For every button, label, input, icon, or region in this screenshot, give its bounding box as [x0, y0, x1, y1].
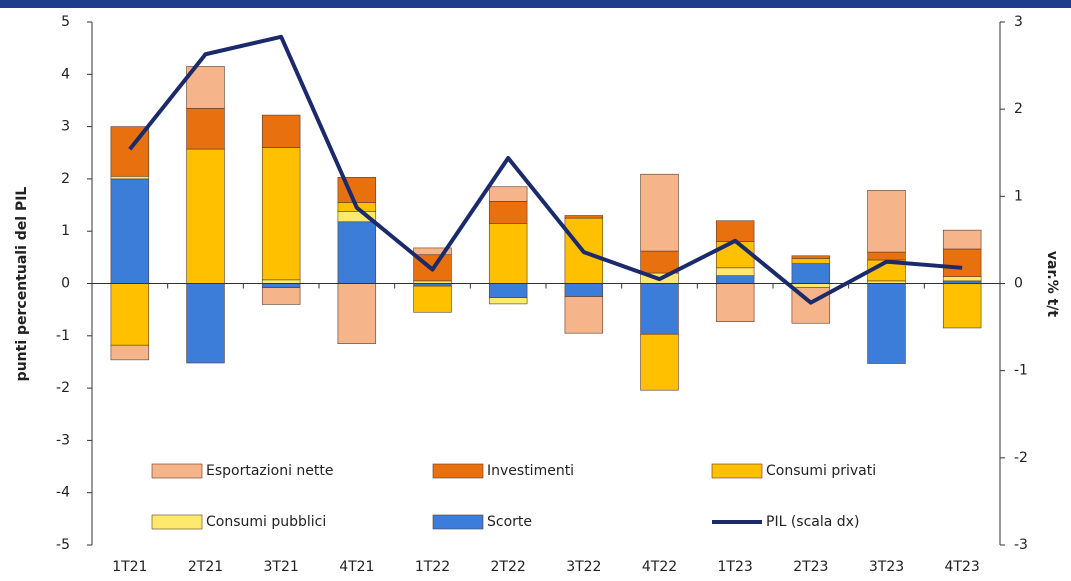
bar [791, 283, 831, 288]
bar [261, 147, 301, 281]
x-tick-label: 1T21 [112, 559, 147, 575]
y-tick-label: -1 [56, 328, 70, 344]
legend-label: Consumi privati [766, 463, 876, 479]
y-tick-label: -4 [56, 485, 70, 501]
bar [261, 279, 301, 284]
bar [488, 186, 528, 202]
bar [186, 66, 225, 109]
bar [488, 223, 528, 284]
y2-tick-label: 1 [1014, 188, 1023, 204]
bar [791, 263, 831, 284]
x-tick-label: 1T22 [415, 559, 450, 575]
legend-label: Esportazioni nette [206, 463, 334, 479]
header-band [0, 0, 1071, 8]
bar [715, 275, 755, 284]
x-tick-label: 3T23 [869, 559, 904, 575]
x-tick-label: 4T23 [945, 559, 980, 575]
bar [564, 296, 604, 334]
y2-axis-label: var.% t/t [1044, 251, 1060, 318]
y2-tick-label: 2 [1014, 101, 1023, 117]
x-tick-label: 4T22 [642, 559, 677, 575]
bar [186, 107, 225, 150]
bar [640, 283, 679, 335]
legend-swatch [151, 463, 203, 479]
x-tick-label: 1T23 [718, 559, 753, 575]
x-tick-label: 2T22 [491, 559, 526, 575]
bar [640, 333, 679, 391]
legend-label: Investimenti [487, 463, 574, 479]
bar [261, 114, 301, 148]
bar [942, 276, 982, 282]
line-series [128, 34, 963, 305]
legend-label: Consumi pubblici [206, 514, 326, 530]
bar [867, 251, 906, 261]
bar [337, 221, 377, 284]
bar [715, 283, 755, 322]
legend-label: Scorte [487, 514, 532, 530]
bar [413, 247, 452, 256]
y2-tick-label: -1 [1014, 363, 1028, 379]
bar [715, 220, 755, 242]
y2-tick-label: 0 [1014, 276, 1023, 292]
legend-swatch [711, 463, 763, 479]
bar [488, 297, 528, 305]
y-tick-label: 1 [61, 223, 70, 239]
bar [640, 250, 679, 274]
bar [791, 258, 831, 264]
bar [640, 173, 679, 252]
bar [867, 283, 906, 364]
legend-label: PIL (scala dx) [766, 514, 859, 530]
bar [867, 190, 906, 253]
x-tick-label: 4T21 [339, 559, 374, 575]
y-tick-label: 3 [61, 119, 70, 135]
bar [186, 283, 225, 364]
bar [261, 283, 301, 288]
y-tick-label: 5 [61, 14, 70, 30]
y-tick-label: 4 [61, 66, 70, 82]
y2-tick-label: -2 [1014, 450, 1028, 466]
bar [488, 283, 528, 298]
x-tick-label: 3T21 [264, 559, 299, 575]
bar [942, 229, 982, 250]
y-tick-label: -5 [56, 537, 70, 553]
y2-tick-label: -3 [1014, 537, 1028, 553]
bar [564, 215, 604, 219]
x-tick-label: 3T22 [566, 559, 601, 575]
bar [413, 285, 452, 313]
bar [715, 267, 755, 276]
bar [564, 283, 604, 297]
x-tick-label: 2T21 [188, 559, 223, 575]
bar [110, 175, 150, 180]
bar [110, 344, 150, 361]
y-tick-label: 0 [61, 276, 70, 292]
bar [110, 283, 150, 346]
legend-swatch [432, 514, 484, 530]
bar [110, 178, 150, 284]
y-tick-label: -3 [56, 432, 70, 448]
bar [186, 148, 225, 284]
y2-tick-label: 3 [1014, 14, 1023, 30]
bar [942, 248, 982, 278]
bar [337, 283, 377, 344]
y-tick-label: -2 [56, 380, 70, 396]
bar [488, 201, 528, 224]
legend-swatch [151, 514, 203, 530]
bar [791, 255, 831, 259]
bar [261, 287, 301, 305]
legend-swatch [432, 463, 484, 479]
y-axis-label: punti percentuali del PIL [14, 187, 30, 382]
x-tick-label: 2T23 [793, 559, 828, 575]
bar [942, 283, 982, 329]
y-tick-label: 2 [61, 171, 70, 187]
